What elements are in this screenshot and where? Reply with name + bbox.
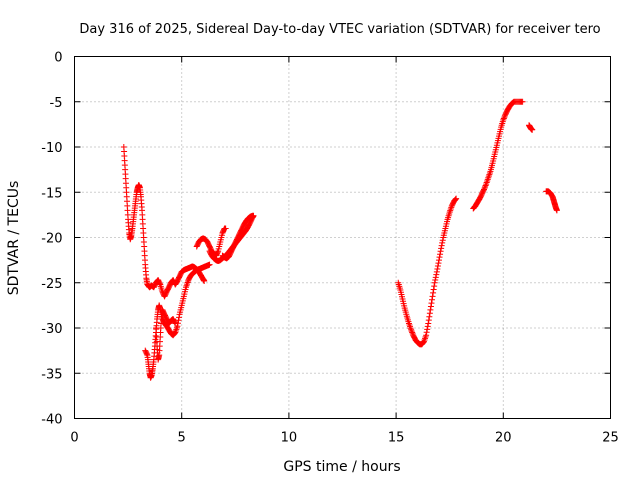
data-point (433, 268, 440, 275)
data-point (482, 182, 489, 189)
data-point (481, 186, 488, 193)
axis-ticks: 0 5 10 15 20 25 0 -5 -10 -15 -20 -25 -30 -35 -40 (41, 51, 619, 446)
data-point (426, 313, 433, 320)
data-point (427, 306, 434, 313)
data-point (427, 303, 434, 310)
data-point (428, 300, 435, 307)
data-point (249, 212, 256, 219)
y-tick-label: -40 (41, 413, 62, 428)
x-tick-label: 15 (388, 431, 405, 446)
data-point (206, 261, 213, 268)
data-point (429, 296, 436, 303)
data-point (172, 320, 179, 327)
y-tick-label: -35 (41, 367, 62, 382)
data-point (432, 274, 439, 281)
data-point (453, 195, 460, 202)
series-tero-early-3 (152, 306, 179, 363)
series-tero-late-4 (543, 188, 560, 214)
data-point (439, 239, 446, 246)
data-point (408, 328, 415, 335)
y-tick-label: -15 (41, 186, 62, 201)
data-point (438, 245, 445, 252)
data-point (429, 293, 436, 300)
series-tero-early-6 (219, 212, 256, 262)
data-point (434, 263, 441, 270)
y-tick-label: -30 (41, 322, 62, 337)
data-point (439, 237, 446, 244)
data-point (432, 277, 439, 284)
data-point (171, 319, 178, 326)
x-tick-label: 5 (178, 431, 186, 446)
data-point (519, 98, 526, 105)
data-point (529, 126, 536, 133)
data-point (430, 286, 437, 293)
data-point (425, 317, 432, 324)
data-point (500, 115, 507, 122)
data-point (436, 254, 443, 261)
y-tick-label: -10 (41, 141, 62, 156)
data-point (452, 196, 459, 203)
data-point (437, 248, 444, 255)
data-point (143, 351, 150, 358)
data-point (424, 323, 431, 330)
data-point (214, 249, 221, 256)
chart-title: Day 316 of 2025, Sidereal Day-to-day VTE… (79, 22, 600, 37)
x-tick-label: 10 (281, 431, 298, 446)
data-points (120, 98, 560, 381)
data-point (501, 114, 508, 121)
data-point (431, 283, 438, 290)
x-axis-label: GPS time / hours (283, 459, 400, 475)
data-point (438, 242, 445, 249)
data-point (408, 326, 415, 333)
x-tick-label: 20 (495, 431, 512, 446)
data-point (201, 277, 208, 284)
x-tick-label: 0 (70, 431, 78, 446)
x-tick-label: 25 (602, 431, 619, 446)
data-point (435, 260, 442, 267)
data-point (176, 314, 183, 321)
y-axis-label: SDTVAR / TECUs (6, 181, 22, 296)
data-point (433, 271, 440, 278)
y-tick-label: -20 (41, 232, 62, 247)
data-point (452, 196, 459, 203)
y-tick-label: -25 (41, 277, 62, 292)
y-tick-label: -5 (50, 96, 63, 111)
data-point (409, 329, 416, 336)
data-point (423, 332, 430, 339)
data-point (500, 116, 507, 123)
data-point (482, 183, 489, 190)
data-point (424, 326, 431, 333)
y-tick-label: 0 (54, 51, 62, 66)
series-tero-early-2 (142, 261, 213, 381)
data-point (423, 329, 430, 336)
data-point (437, 251, 444, 258)
data-point (553, 207, 560, 214)
data-point (435, 257, 442, 264)
data-point (222, 225, 229, 232)
data-point (426, 310, 433, 317)
data-point (430, 289, 437, 296)
series-tero-late-2 (470, 98, 526, 212)
series-tero-early-1 (120, 144, 208, 300)
data-point (434, 265, 441, 272)
data-point (431, 279, 438, 286)
data-point (425, 320, 432, 327)
series-tero-late-1 (395, 195, 460, 348)
data-point (481, 185, 488, 192)
data-point (156, 280, 163, 287)
series-tero-late-3 (526, 122, 536, 133)
